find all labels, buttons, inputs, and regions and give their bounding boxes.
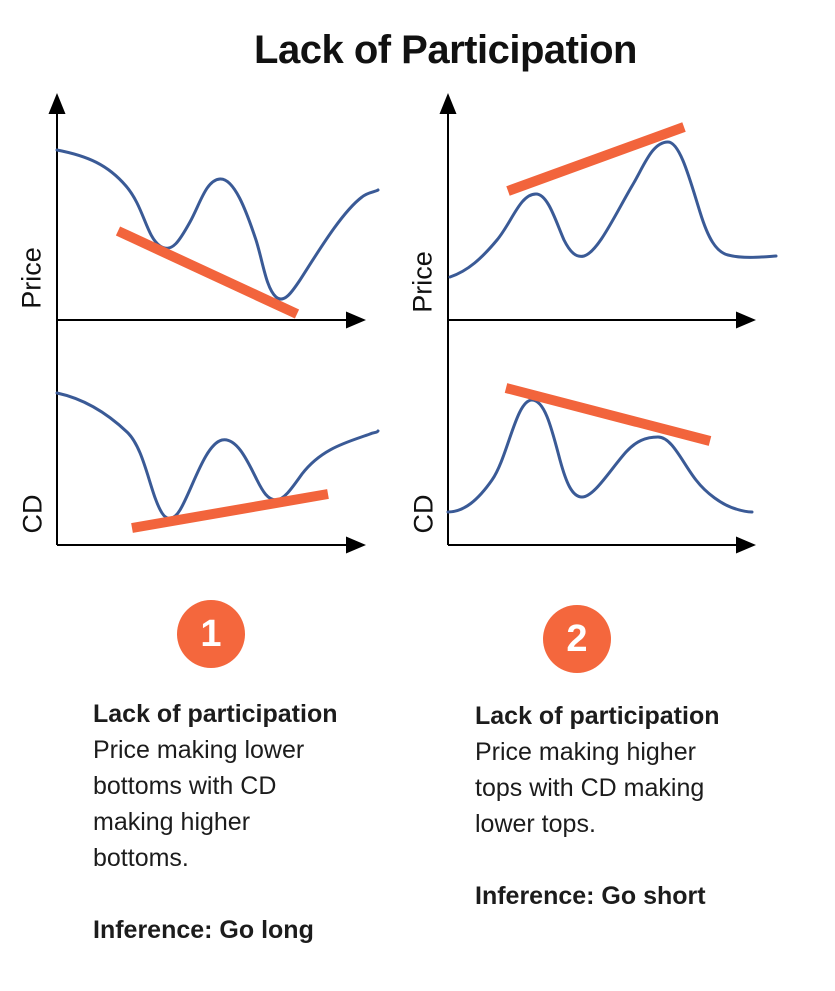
panel1-price-trendline [115, 226, 300, 319]
panel2-cd-axis-label: CD [408, 494, 439, 534]
panel1-y-axis-arrow-icon [48, 93, 66, 114]
panel1-number-badge: 1 [177, 600, 245, 668]
panel1-cd-curve [55, 391, 380, 520]
page-title: Lack of Participation [254, 28, 637, 72]
panel2-number: 2 [566, 617, 588, 660]
panel2-y-axis-arrow-icon [439, 93, 457, 114]
panel1-description-line: Price making lower [93, 736, 305, 764]
panel2-number-badge: 2 [543, 605, 611, 673]
panel2-cd-x-axis-arrow-icon [736, 536, 756, 554]
panel1-description-line: making higher [93, 808, 251, 836]
panel1-description-line: bottoms. [93, 844, 189, 872]
panel2-heading: Lack of participation [475, 702, 720, 730]
panel1-textblock: Lack of participation Price making lower… [93, 696, 409, 948]
panel1-heading: Lack of participation [93, 700, 338, 728]
panel2-price-x-axis-arrow-icon [736, 311, 756, 329]
panel1-price-curve [55, 148, 380, 301]
panel2-description-line: tops with CD making [475, 774, 705, 802]
panel1-inference: Inference: Go long [93, 916, 314, 944]
panel1-cd-x-axis-arrow-icon [346, 536, 366, 554]
panel2-textblock: Lack of participation Price making highe… [475, 698, 791, 914]
panel2-cd-trendline [504, 383, 712, 446]
panel2-inference: Inference: Go short [475, 882, 706, 910]
panel2-description-line: lower tops. [475, 810, 596, 838]
panel2-price-axis-label: Price [407, 251, 438, 313]
panel1-price-axis-label: Price [16, 247, 47, 309]
panel2-description-line: Price making higher [475, 738, 696, 766]
panel1-number: 1 [200, 612, 222, 655]
panel1-description-line: bottoms with CD [93, 772, 277, 800]
panel1-price-x-axis-arrow-icon [346, 311, 366, 329]
panel2-price-curve [448, 140, 778, 279]
panel1-cd-axis-label: CD [17, 494, 48, 534]
panel2-cd-curve [446, 398, 754, 514]
panel1-cd-trendline [131, 489, 329, 533]
panel2-price-trendline [506, 122, 686, 196]
